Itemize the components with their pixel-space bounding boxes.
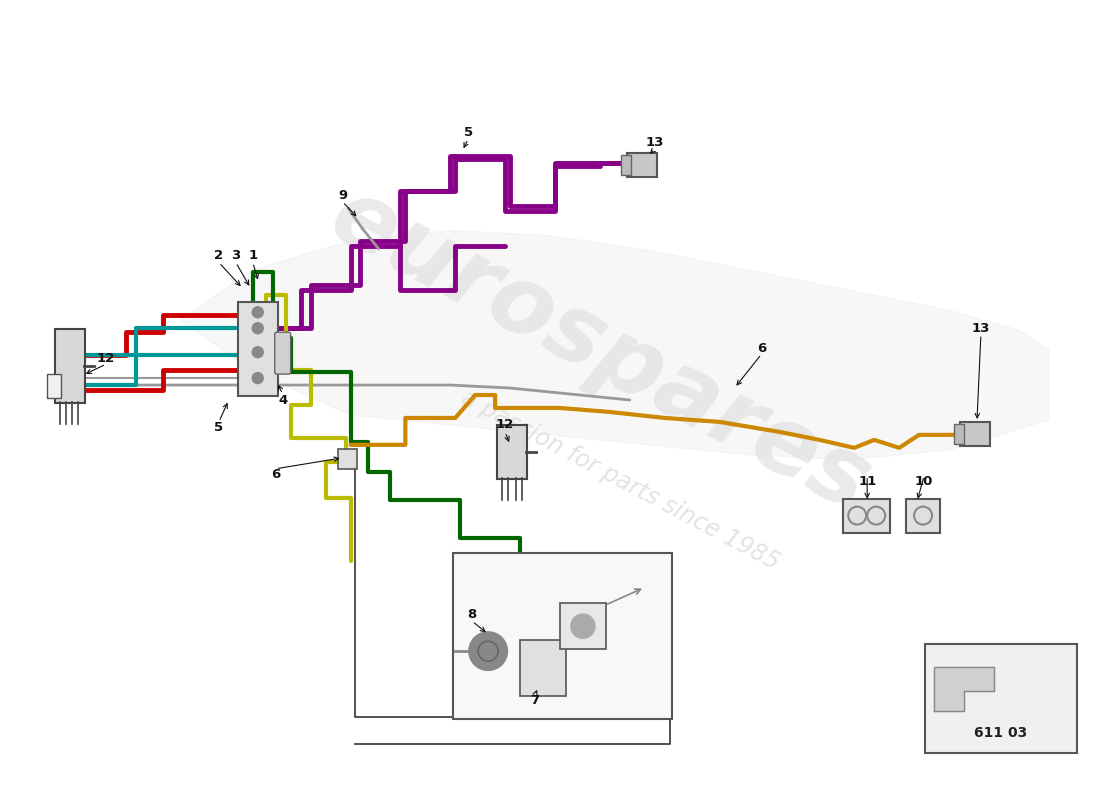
Text: 9: 9	[338, 190, 348, 202]
FancyBboxPatch shape	[960, 422, 990, 446]
FancyBboxPatch shape	[844, 498, 890, 533]
Text: 6: 6	[757, 342, 766, 354]
Circle shape	[571, 614, 595, 638]
FancyBboxPatch shape	[627, 153, 657, 177]
FancyBboxPatch shape	[497, 425, 527, 478]
FancyBboxPatch shape	[906, 498, 940, 533]
Text: 5: 5	[463, 126, 473, 139]
Circle shape	[252, 346, 263, 358]
Circle shape	[252, 373, 263, 383]
Circle shape	[252, 307, 263, 318]
FancyBboxPatch shape	[560, 603, 606, 649]
Text: 7: 7	[530, 694, 540, 707]
Text: 611 03: 611 03	[975, 726, 1027, 740]
Polygon shape	[934, 667, 994, 711]
Text: 1: 1	[249, 249, 257, 262]
Text: 13: 13	[971, 322, 990, 334]
FancyBboxPatch shape	[238, 302, 277, 396]
Text: a passion for parts since 1985: a passion for parts since 1985	[456, 386, 783, 574]
Text: 12: 12	[97, 352, 116, 365]
Text: 13: 13	[646, 136, 664, 150]
FancyBboxPatch shape	[453, 554, 672, 719]
FancyBboxPatch shape	[954, 424, 964, 444]
FancyBboxPatch shape	[338, 449, 358, 469]
FancyBboxPatch shape	[275, 332, 290, 374]
Text: 12: 12	[496, 418, 514, 431]
Text: 2: 2	[214, 249, 223, 262]
Polygon shape	[180, 230, 1048, 460]
Text: 4: 4	[278, 394, 287, 406]
Text: 8: 8	[468, 608, 476, 621]
Text: 5: 5	[214, 422, 223, 434]
Text: 11: 11	[858, 475, 877, 488]
FancyBboxPatch shape	[520, 640, 566, 696]
Text: 10: 10	[915, 475, 933, 488]
FancyBboxPatch shape	[47, 374, 62, 398]
Text: 3: 3	[231, 249, 241, 262]
Text: eurospares: eurospares	[315, 170, 886, 531]
FancyBboxPatch shape	[620, 155, 630, 174]
FancyBboxPatch shape	[925, 644, 1077, 753]
Text: 6: 6	[271, 468, 281, 482]
Circle shape	[470, 632, 507, 670]
FancyBboxPatch shape	[55, 330, 85, 403]
Circle shape	[252, 322, 263, 334]
